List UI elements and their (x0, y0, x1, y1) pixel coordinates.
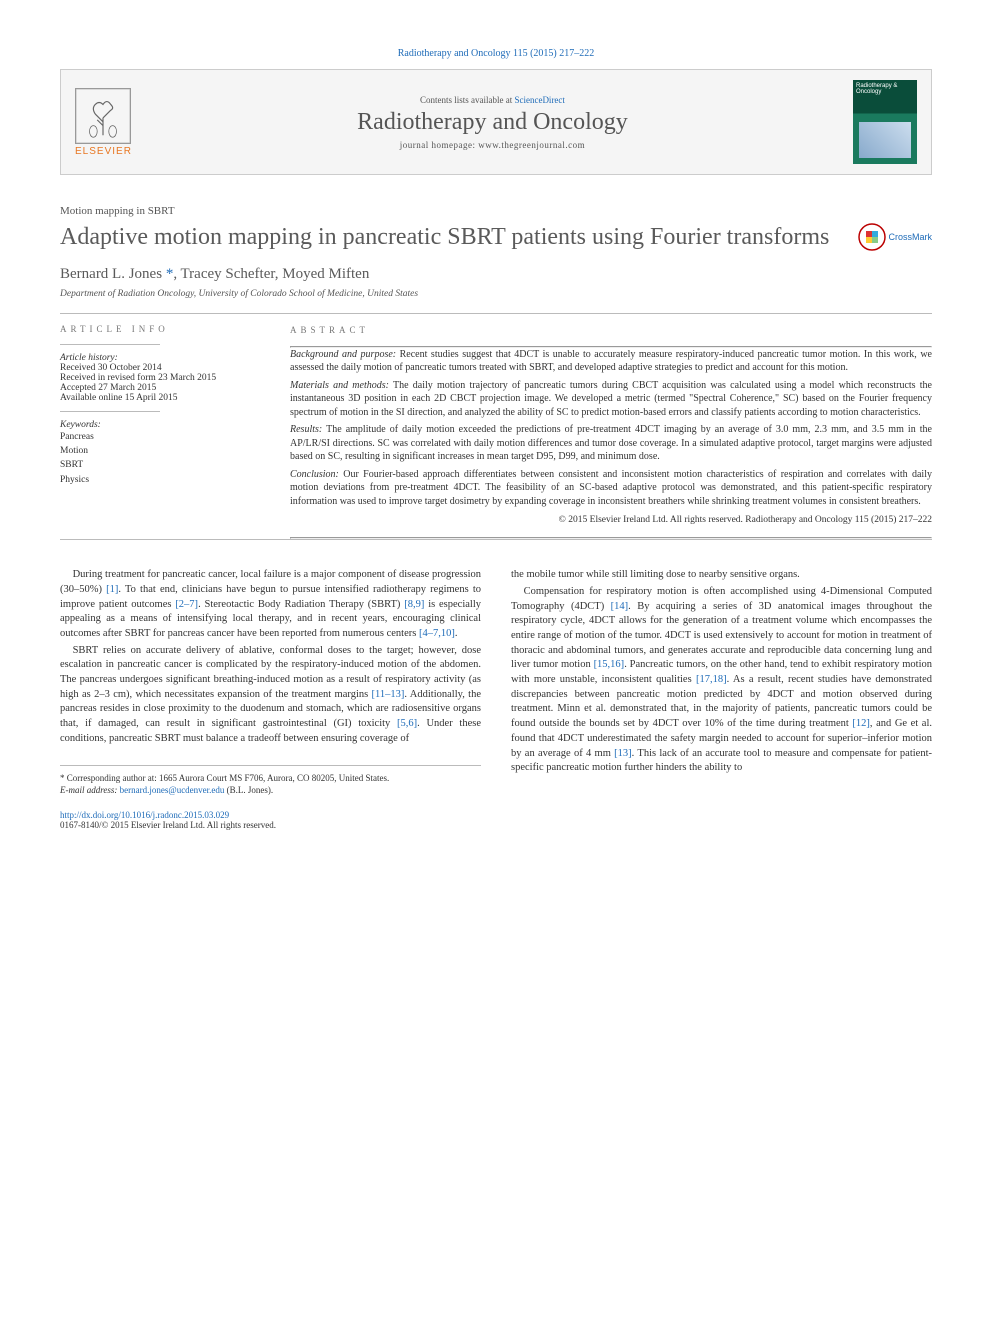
body-columns: During treatment for pancreatic cancer, … (60, 568, 932, 796)
journal-header: ELSEVIER Contents lists available at Sci… (60, 69, 932, 175)
email-label: E-mail address: (60, 785, 120, 795)
journal-homepage: journal homepage: www.thegreenjournal.co… (132, 140, 853, 150)
keywords-list: PancreasMotionSBRTPhysics (60, 430, 260, 487)
history-item: Received 30 October 2014 (60, 363, 260, 373)
abstract-para: Results: The amplitude of daily motion e… (290, 423, 932, 464)
corresp-footnote: * Corresponding author at: 1665 Aurora C… (60, 772, 481, 784)
sciencedirect-link[interactable]: ScienceDirect (514, 95, 564, 105)
cover-title: Radiotherapy & Oncology (853, 80, 917, 98)
contents-prefix: Contents lists available at (420, 95, 514, 105)
header-center: Contents lists available at ScienceDirec… (132, 95, 853, 150)
journal-name: Radiotherapy and Oncology (132, 109, 853, 136)
author-email-link[interactable]: bernard.jones@ucdenver.edu (120, 785, 225, 795)
issn-copyright: 0167-8140/© 2015 Elsevier Ireland Ltd. A… (60, 820, 932, 830)
info-divider-2 (60, 411, 160, 412)
article-title: Adaptive motion mapping in pancreatic SB… (60, 223, 838, 252)
abstract-divider-2 (290, 537, 932, 539)
journal-ref-top: Radiotherapy and Oncology 115 (2015) 217… (60, 48, 932, 59)
keyword-item: Motion (60, 444, 260, 458)
info-divider (60, 344, 160, 345)
abstract-body: Background and purpose: Recent studies s… (290, 348, 932, 509)
history-label: Article history: (60, 353, 260, 363)
body-para: Compensation for respiratory motion is o… (511, 585, 932, 776)
body-col-left: During treatment for pancreatic cancer, … (60, 568, 481, 796)
corresp-text: 1665 Aurora Court MS F706, Aurora, CO 80… (159, 773, 389, 783)
keyword-item: SBRT (60, 458, 260, 472)
email-footnote: E-mail address: bernard.jones@ucdenver.e… (60, 784, 481, 796)
divider (60, 313, 932, 314)
crossmark-label: CrossMark (888, 232, 932, 242)
section-label: Motion mapping in SBRT (60, 205, 932, 217)
elsevier-tree-icon (75, 88, 131, 144)
cover-image (859, 122, 911, 158)
doi-link[interactable]: http://dx.doi.org/10.1016/j.radonc.2015.… (60, 810, 932, 820)
abstract-copyright: © 2015 Elsevier Ireland Ltd. All rights … (290, 514, 932, 527)
abstract-para: Materials and methods: The daily motion … (290, 379, 932, 420)
affiliation: Department of Radiation Oncology, Univer… (60, 289, 932, 299)
history-item: Received in revised form 23 March 2015 (60, 373, 260, 383)
history-item: Available online 15 April 2015 (60, 393, 260, 403)
article-info: ARTICLE INFO Article history: Received 3… (60, 324, 260, 539)
keyword-item: Physics (60, 473, 260, 487)
footnotes: * Corresponding author at: 1665 Aurora C… (60, 765, 481, 796)
homepage-prefix: journal homepage: (400, 140, 478, 150)
email-suffix: (B.L. Jones). (224, 785, 273, 795)
author-list: Bernard L. Jones *, Tracey Schefter, Moy… (60, 266, 932, 283)
info-heading: ARTICLE INFO (60, 324, 260, 334)
divider-2 (60, 539, 932, 540)
page: Radiotherapy and Oncology 115 (2015) 217… (0, 0, 992, 870)
keyword-item: Pancreas (60, 430, 260, 444)
body-col-right: the mobile tumor while still limiting do… (511, 568, 932, 796)
title-row: Adaptive motion mapping in pancreatic SB… (60, 223, 932, 252)
abstract-heading: ABSTRACT (290, 324, 932, 336)
body-para: the mobile tumor while still limiting do… (511, 568, 932, 583)
elsevier-brand-text: ELSEVIER (75, 146, 132, 157)
history-list: Received 30 October 2014Received in revi… (60, 363, 260, 403)
history-item: Accepted 27 March 2015 (60, 383, 260, 393)
abstract-para: Background and purpose: Recent studies s… (290, 348, 932, 375)
corresp-label: * Corresponding author at: (60, 773, 159, 783)
crossmark-icon (858, 223, 886, 251)
keywords-label: Keywords: (60, 420, 260, 430)
abstract-para: Conclusion: Our Fourier-based approach d… (290, 468, 932, 509)
elsevier-logo[interactable]: ELSEVIER (75, 88, 132, 157)
homepage-url[interactable]: www.thegreenjournal.com (478, 140, 585, 150)
info-abstract-row: ARTICLE INFO Article history: Received 3… (60, 324, 932, 539)
crossmark-badge[interactable]: CrossMark (858, 223, 932, 251)
body-para: SBRT relies on accurate delivery of abla… (60, 644, 481, 747)
abstract: ABSTRACT Background and purpose: Recent … (290, 324, 932, 539)
contents-line: Contents lists available at ScienceDirec… (132, 95, 853, 105)
body-para: During treatment for pancreatic cancer, … (60, 568, 481, 641)
journal-cover-thumb[interactable]: Radiotherapy & Oncology (853, 80, 917, 164)
